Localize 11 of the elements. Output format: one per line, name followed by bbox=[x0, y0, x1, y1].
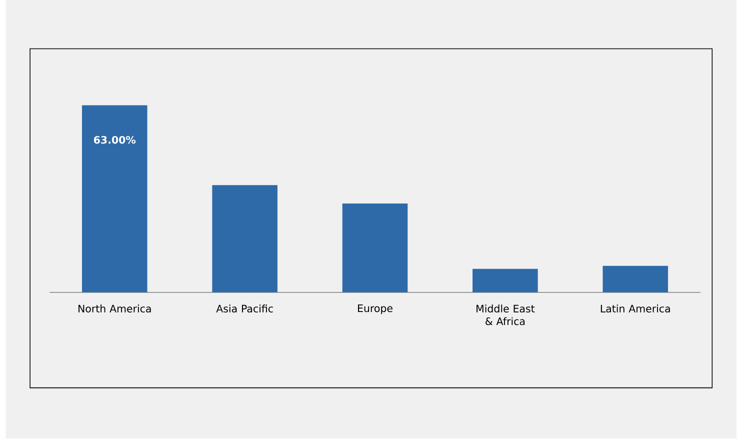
bar bbox=[212, 185, 278, 293]
x-tick-label: Asia Pacific bbox=[216, 304, 273, 313]
data-label: 63.00% bbox=[94, 136, 136, 144]
x-tick-label: Middle East & Africa bbox=[476, 304, 535, 326]
bar bbox=[82, 105, 148, 293]
bar bbox=[342, 204, 408, 293]
bar bbox=[472, 269, 538, 293]
bar bbox=[602, 266, 668, 293]
x-tick-label: Latin America bbox=[600, 304, 670, 313]
x-tick-label: North America bbox=[78, 304, 151, 313]
x-tick-label: Europe bbox=[358, 304, 392, 314]
